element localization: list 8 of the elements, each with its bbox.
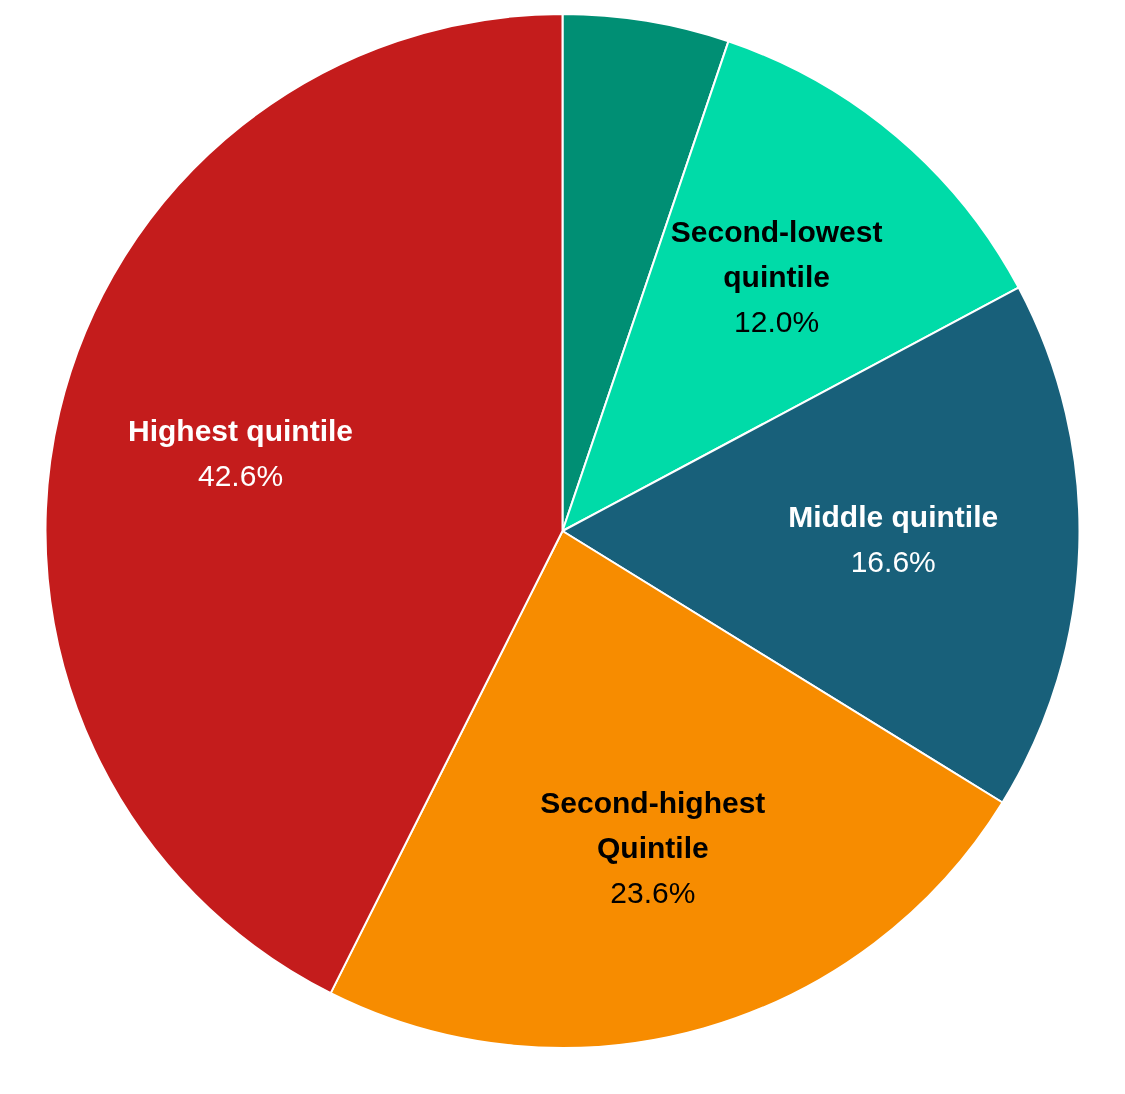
data-label: 16.6% — [850, 545, 936, 579]
data-label: 12.0% — [734, 304, 820, 338]
slice-label: Second-highest Quintile — [540, 785, 766, 864]
slice-label: Middle quintile — [788, 500, 999, 534]
data-label: 23.6% — [610, 875, 696, 909]
slice-label: Highest quintile — [128, 413, 354, 447]
slice-label: Second-lowest quintile — [670, 214, 883, 293]
data-label: 42.6% — [197, 458, 284, 492]
